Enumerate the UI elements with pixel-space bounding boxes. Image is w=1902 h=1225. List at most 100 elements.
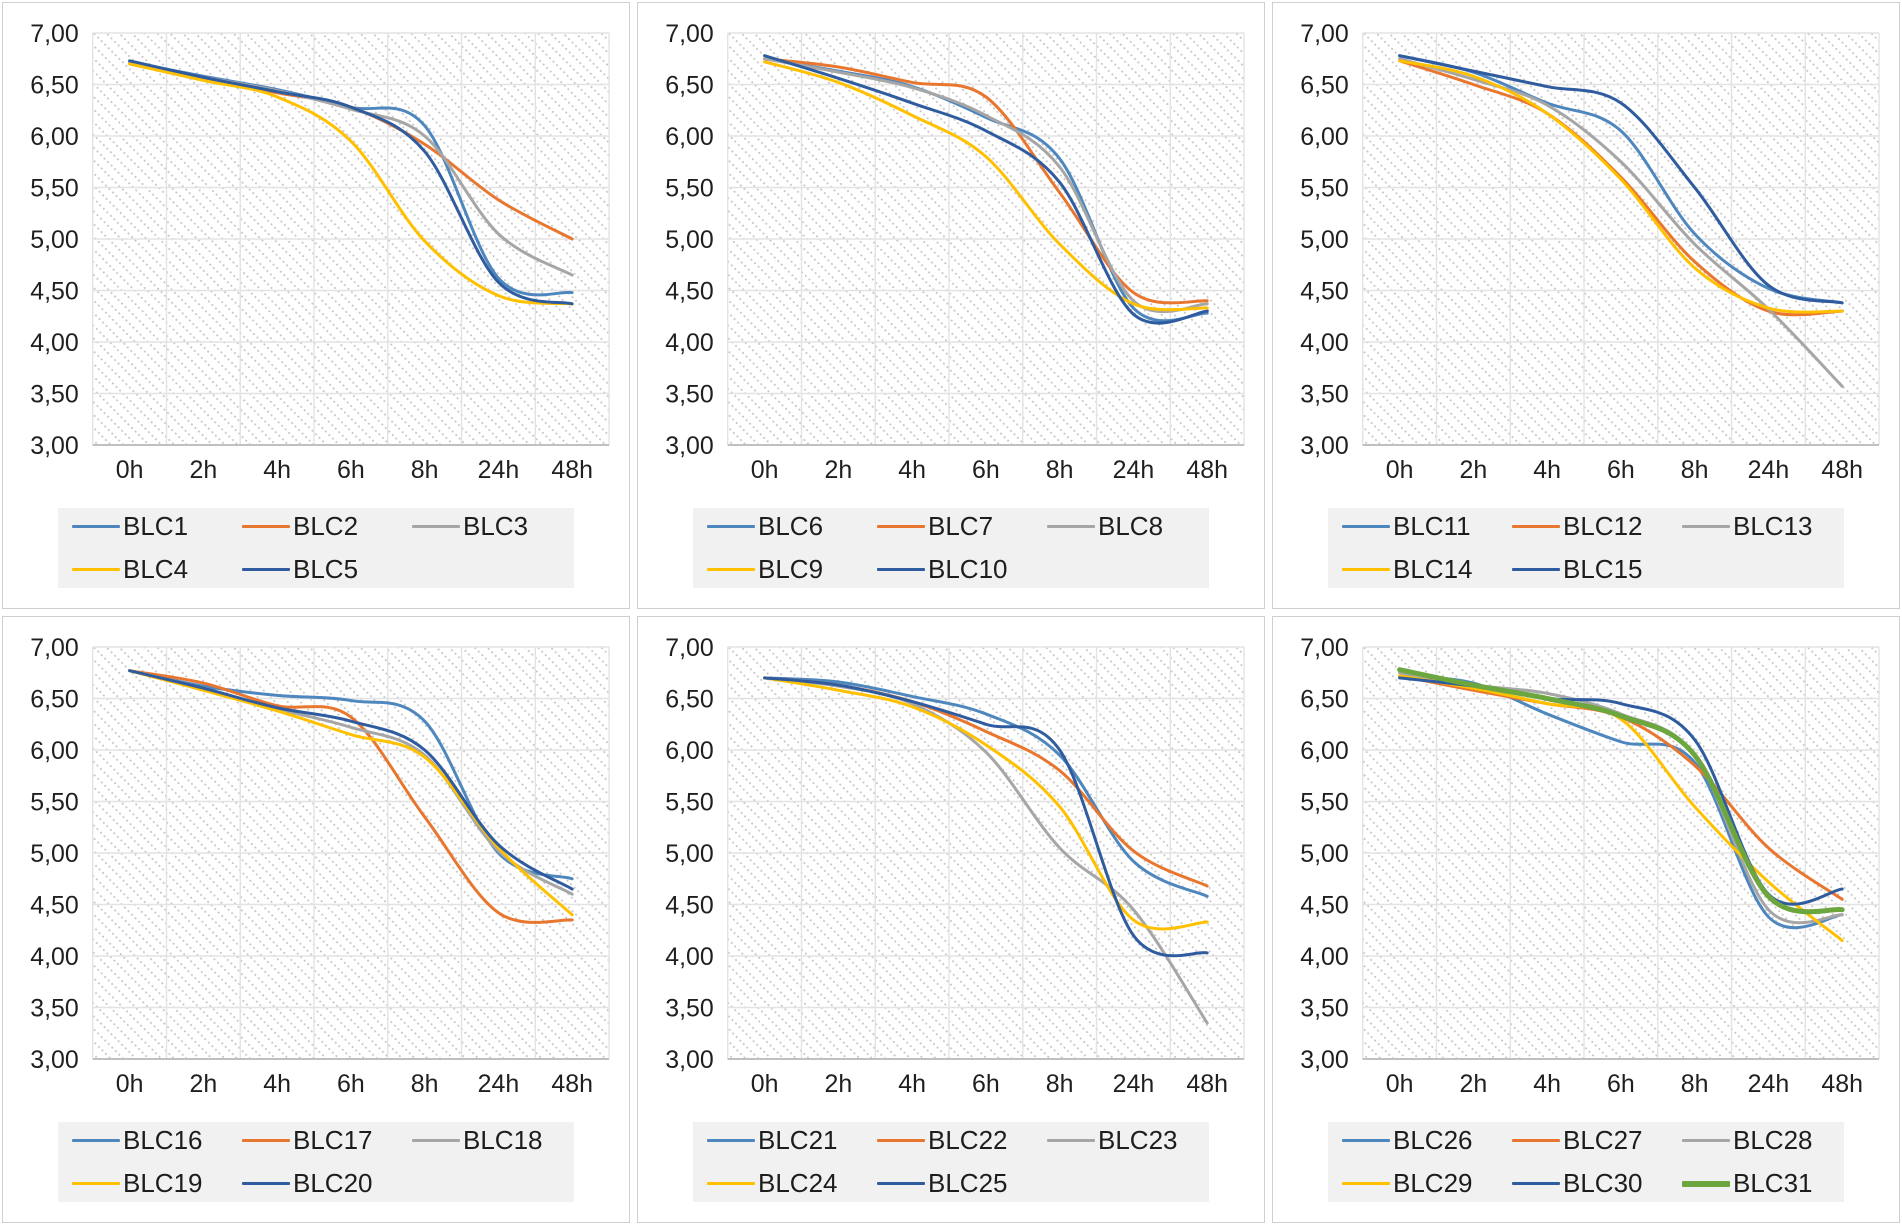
legend-bottom-right: BLC26 BLC27 BLC28 BLC29 BLC30 BLC31 bbox=[1328, 1122, 1844, 1202]
y-axis-tick-label: 4,50 bbox=[1300, 891, 1349, 919]
series-line-BLC20 bbox=[128, 669, 574, 891]
legend-item-BLC26: BLC26 bbox=[1328, 1125, 1498, 1156]
legend-label: BLC18 bbox=[463, 1125, 543, 1155]
legend-swatch-line-icon bbox=[242, 524, 290, 529]
y-axis-tick-label: 4,50 bbox=[30, 277, 79, 305]
x-axis-tick-label: 24h bbox=[1748, 1070, 1790, 1098]
legend-label: BLC25 bbox=[928, 1168, 1008, 1198]
y-axis-tick-label: 6,00 bbox=[1300, 737, 1349, 765]
legend-item-BLC13: BLC13 bbox=[1668, 511, 1838, 542]
gridlines bbox=[92, 646, 610, 1060]
legend-item-BLC2: BLC2 bbox=[228, 511, 398, 542]
legend-item-BLC3: BLC3 bbox=[398, 511, 568, 542]
y-axis-tick-label: 4,00 bbox=[30, 943, 79, 971]
y-axis-tick-label: 7,00 bbox=[665, 634, 714, 662]
x-axis-tick-label: 48h bbox=[1821, 456, 1863, 484]
y-axis-tick-label: 6,00 bbox=[1300, 123, 1349, 151]
legend-swatch-line-icon bbox=[1512, 1181, 1560, 1186]
legend-swatch-line-icon bbox=[242, 567, 290, 572]
legend-label: BLC24 bbox=[758, 1168, 838, 1198]
legend-swatch-line-icon bbox=[877, 524, 925, 529]
x-axis-tick-label: 2h bbox=[189, 456, 217, 484]
legend-label: BLC5 bbox=[293, 554, 359, 584]
chart-panel-top-right: 7,00 6,50 6,00 5,50 5,00 4,50 4,00 3,50 3,00 0h 2h… bbox=[1272, 2, 1900, 609]
y-axis-tick-label: 6,50 bbox=[1300, 71, 1349, 99]
legend-item-BLC20: BLC20 bbox=[228, 1168, 398, 1199]
legend-item-BLC14: BLC14 bbox=[1328, 554, 1498, 585]
legend-item-BLC18: BLC18 bbox=[398, 1125, 568, 1156]
y-axis-tick-label: 6,50 bbox=[30, 71, 79, 99]
legend-item-BLC15: BLC15 bbox=[1498, 554, 1668, 585]
legend-label: BLC14 bbox=[1393, 554, 1473, 584]
series-line-BLC16 bbox=[128, 669, 574, 881]
x-axis-tick-label: 24h bbox=[1748, 456, 1790, 484]
legend-label: BLC4 bbox=[123, 554, 189, 584]
legend-swatch-line-icon bbox=[1512, 524, 1560, 529]
legend-label: BLC16 bbox=[123, 1125, 203, 1155]
legend-item-BLC29: BLC29 bbox=[1328, 1168, 1498, 1199]
y-axis-tick-label: 6,00 bbox=[665, 123, 714, 151]
y-axis-tick-label: 4,50 bbox=[30, 891, 79, 919]
legend-label: BLC31 bbox=[1733, 1168, 1813, 1198]
y-axis-tick-label: 4,50 bbox=[665, 891, 714, 919]
x-axis-tick-label: 48h bbox=[1821, 1070, 1863, 1098]
series-line-BLC21 bbox=[763, 676, 1209, 898]
y-axis-tick-label: 3,50 bbox=[665, 994, 714, 1022]
legend-swatch-line-icon bbox=[877, 567, 925, 572]
y-axis-tick-label: 7,00 bbox=[1300, 20, 1349, 48]
series-line-BLC5 bbox=[128, 59, 574, 306]
legend-item-BLC8: BLC8 bbox=[1033, 511, 1203, 542]
legend-top-right: BLC11 BLC12 BLC13 BLC14 BLC15 bbox=[1328, 508, 1844, 588]
x-axis-tick-label: 0h bbox=[751, 1070, 779, 1098]
y-axis-tick-label: 4,00 bbox=[665, 943, 714, 971]
x-axis-tick-label: 48h bbox=[1186, 1070, 1228, 1098]
y-axis-tick-label: 5,50 bbox=[1300, 788, 1349, 816]
y-axis-tick-label: 5,00 bbox=[1300, 840, 1349, 868]
legend-item-BLC25: BLC25 bbox=[863, 1168, 1033, 1199]
legend-swatch-line-icon bbox=[1047, 1138, 1095, 1143]
legend-swatch-line-icon bbox=[242, 1181, 290, 1186]
legend-swatch-line-icon bbox=[72, 524, 120, 529]
x-axis-tick-label: 4h bbox=[263, 1070, 291, 1098]
y-axis-tick-label: 4,50 bbox=[1300, 277, 1349, 305]
x-axis-tick-label: 2h bbox=[824, 1070, 852, 1098]
y-axis-tick-label: 3,50 bbox=[1300, 994, 1349, 1022]
y-axis-tick-label: 3,00 bbox=[30, 1046, 79, 1074]
gridlines bbox=[1362, 32, 1880, 446]
y-axis-tick-label: 4,00 bbox=[1300, 329, 1349, 357]
y-axis-tick-label: 5,50 bbox=[30, 788, 79, 816]
x-axis-tick-label: 6h bbox=[1607, 456, 1635, 484]
x-axis-tick-label: 24h bbox=[1113, 1070, 1155, 1098]
legend-label: BLC8 bbox=[1098, 511, 1164, 541]
gridlines bbox=[92, 32, 610, 446]
legend-swatch-line-icon bbox=[1682, 524, 1730, 529]
x-axis-tick-label: 2h bbox=[824, 456, 852, 484]
chart-panel-bottom-right: 7,00 6,50 6,00 5,50 5,00 4,50 4,00 3,50 3,00 0h 2h… bbox=[1272, 616, 1900, 1223]
y-axis-tick-label: 3,50 bbox=[30, 380, 79, 408]
legend-item-BLC11: BLC11 bbox=[1328, 511, 1498, 542]
y-axis-tick-label: 5,00 bbox=[665, 226, 714, 254]
legend-item-BLC30: BLC30 bbox=[1498, 1168, 1668, 1199]
y-axis-tick-label: 4,00 bbox=[1300, 943, 1349, 971]
legend-swatch-line-icon bbox=[1512, 567, 1560, 572]
y-axis-tick-label: 3,00 bbox=[665, 1046, 714, 1074]
legend-item-BLC23: BLC23 bbox=[1033, 1125, 1203, 1156]
legend-item-BLC27: BLC27 bbox=[1498, 1125, 1668, 1156]
y-axis-tick-label: 3,50 bbox=[1300, 380, 1349, 408]
legend-swatch-line-icon bbox=[1512, 1138, 1560, 1143]
series-line-BLC15 bbox=[1398, 54, 1844, 305]
legend-bottom-middle: BLC21 BLC22 BLC23 BLC24 BLC25 bbox=[693, 1122, 1209, 1202]
y-axis-tick-label: 5,50 bbox=[1300, 174, 1349, 202]
legend-bottom-left: BLC16 BLC17 BLC18 BLC19 BLC20 bbox=[58, 1122, 574, 1202]
y-axis-tick-label: 5,00 bbox=[665, 840, 714, 868]
legend-swatch-line-icon bbox=[1342, 1181, 1390, 1186]
chart-canvas-bottom-left: 7,00 6,50 6,00 5,50 5,00 4,50 4,00 3,50 3,00 0h 2h… bbox=[30, 634, 610, 1098]
x-axis-tick-label: 8h bbox=[1681, 1070, 1709, 1098]
legend-item-BLC10: BLC10 bbox=[863, 554, 1033, 585]
x-axis-tick-label: 6h bbox=[337, 1070, 365, 1098]
x-axis-tick-label: 2h bbox=[189, 1070, 217, 1098]
series-line-BLC10 bbox=[763, 54, 1209, 325]
chart-panel-top-middle: 7,00 6,50 6,00 5,50 5,00 4,50 4,00 3,50 3,00 0h 2h… bbox=[637, 2, 1265, 609]
y-axis-tick-label: 6,50 bbox=[665, 71, 714, 99]
